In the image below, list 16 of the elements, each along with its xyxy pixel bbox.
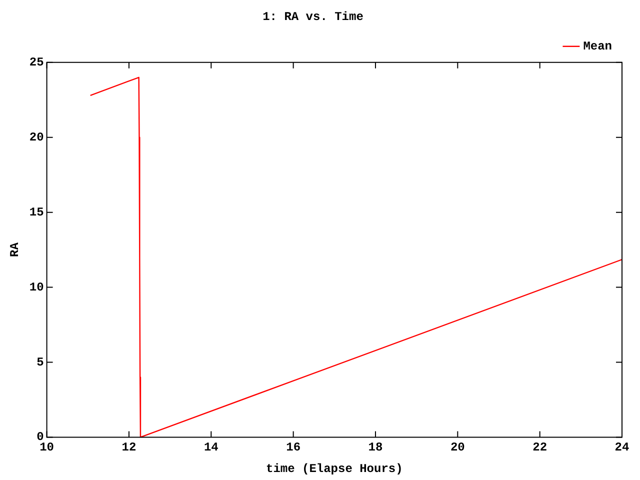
y-tick-label: 15 bbox=[29, 205, 44, 220]
y-tick-label: 10 bbox=[29, 280, 44, 294]
x-tick-label: 12 bbox=[122, 440, 136, 454]
y-tick-label: 5 bbox=[36, 355, 44, 370]
chart-title: 1: RA vs. Time bbox=[262, 10, 364, 24]
x-tick-label: 22 bbox=[532, 440, 548, 454]
y-tick-label: 20 bbox=[29, 130, 44, 144]
y-tick-label: 25 bbox=[29, 55, 44, 70]
x-tick-label: 14 bbox=[204, 440, 218, 454]
x-tick-label: 24 bbox=[614, 440, 630, 454]
legend-label: Mean bbox=[583, 39, 612, 54]
x-tick-label: 18 bbox=[368, 440, 383, 454]
x-axis-title: time (Elapse Hours) bbox=[266, 462, 403, 476]
x-tick-label: 16 bbox=[286, 440, 301, 454]
x-tick-label: 20 bbox=[450, 440, 465, 454]
y-axis-title: RA bbox=[8, 242, 22, 258]
